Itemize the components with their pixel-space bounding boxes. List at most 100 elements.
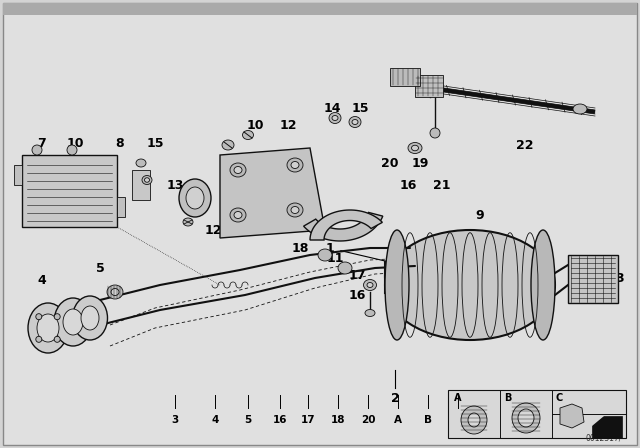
Text: 1: 1 xyxy=(326,241,334,254)
Bar xyxy=(14,165,22,185)
Text: 22: 22 xyxy=(516,138,534,151)
Text: 17: 17 xyxy=(348,268,365,281)
Ellipse shape xyxy=(234,167,242,173)
Text: 0012317/: 0012317/ xyxy=(586,434,622,443)
Text: 11: 11 xyxy=(326,251,344,264)
Ellipse shape xyxy=(349,116,361,128)
Ellipse shape xyxy=(518,409,534,427)
Ellipse shape xyxy=(329,112,341,124)
Ellipse shape xyxy=(72,296,108,340)
Ellipse shape xyxy=(142,176,152,185)
Bar xyxy=(592,416,622,438)
Text: 12: 12 xyxy=(204,224,221,237)
Text: 16: 16 xyxy=(399,178,417,191)
Bar xyxy=(132,170,150,200)
Ellipse shape xyxy=(468,413,480,427)
Ellipse shape xyxy=(111,289,119,296)
Text: 12: 12 xyxy=(279,119,297,132)
Text: 9: 9 xyxy=(476,208,484,221)
Ellipse shape xyxy=(234,211,242,219)
Ellipse shape xyxy=(63,309,83,335)
Circle shape xyxy=(36,314,42,320)
Text: 21: 21 xyxy=(433,178,451,191)
Ellipse shape xyxy=(145,178,150,182)
Ellipse shape xyxy=(186,187,204,209)
Ellipse shape xyxy=(332,116,338,121)
Polygon shape xyxy=(303,212,383,241)
Ellipse shape xyxy=(364,280,376,290)
Ellipse shape xyxy=(365,310,375,316)
Text: 5: 5 xyxy=(244,415,252,425)
Text: 20: 20 xyxy=(381,156,399,169)
Ellipse shape xyxy=(291,161,299,168)
Text: 20: 20 xyxy=(361,415,375,425)
Ellipse shape xyxy=(408,142,422,154)
Ellipse shape xyxy=(461,406,487,434)
Ellipse shape xyxy=(230,163,246,177)
Ellipse shape xyxy=(54,298,92,346)
Text: 18: 18 xyxy=(291,241,308,254)
Text: 14: 14 xyxy=(323,102,340,115)
Ellipse shape xyxy=(81,306,99,330)
Text: 17: 17 xyxy=(301,415,316,425)
Text: 10: 10 xyxy=(67,137,84,150)
Bar xyxy=(448,390,626,438)
Circle shape xyxy=(67,145,77,155)
Ellipse shape xyxy=(37,314,59,342)
Text: 15: 15 xyxy=(351,102,369,115)
Text: 7: 7 xyxy=(38,137,46,150)
Bar xyxy=(415,75,443,97)
Ellipse shape xyxy=(385,230,555,340)
Polygon shape xyxy=(560,404,584,428)
Ellipse shape xyxy=(412,145,419,151)
Text: 5: 5 xyxy=(95,262,104,275)
Text: 6: 6 xyxy=(244,224,252,237)
Polygon shape xyxy=(592,416,604,426)
Text: 4: 4 xyxy=(38,273,46,287)
Ellipse shape xyxy=(222,140,234,150)
Ellipse shape xyxy=(531,230,555,340)
Ellipse shape xyxy=(183,218,193,226)
Text: 2: 2 xyxy=(390,392,399,405)
Text: B: B xyxy=(424,415,432,425)
Text: C: C xyxy=(556,393,563,403)
Ellipse shape xyxy=(385,230,409,340)
Bar xyxy=(390,68,420,86)
Circle shape xyxy=(54,336,60,342)
Text: C: C xyxy=(454,415,462,425)
Ellipse shape xyxy=(136,159,146,167)
Text: 16: 16 xyxy=(273,415,287,425)
Text: A: A xyxy=(394,415,402,425)
Text: A: A xyxy=(454,393,461,403)
Text: B: B xyxy=(504,393,511,403)
Ellipse shape xyxy=(243,130,253,139)
Text: 18: 18 xyxy=(331,415,345,425)
Ellipse shape xyxy=(107,285,123,299)
Text: 19: 19 xyxy=(412,156,429,169)
Ellipse shape xyxy=(179,179,211,217)
Ellipse shape xyxy=(367,283,373,288)
Ellipse shape xyxy=(352,120,358,125)
Bar xyxy=(568,255,618,303)
Ellipse shape xyxy=(287,203,303,217)
Ellipse shape xyxy=(291,207,299,214)
Ellipse shape xyxy=(573,104,587,114)
Text: 13: 13 xyxy=(166,178,184,191)
Ellipse shape xyxy=(28,303,68,353)
Ellipse shape xyxy=(230,208,246,222)
Text: 10: 10 xyxy=(246,119,264,132)
Bar xyxy=(22,155,117,227)
Text: 4: 4 xyxy=(211,415,219,425)
Ellipse shape xyxy=(338,262,352,274)
Text: 15: 15 xyxy=(147,137,164,150)
Text: 16: 16 xyxy=(348,289,365,302)
Circle shape xyxy=(32,145,42,155)
Text: 8: 8 xyxy=(116,137,124,150)
Text: 3: 3 xyxy=(616,271,624,284)
Ellipse shape xyxy=(512,403,540,433)
Circle shape xyxy=(54,314,60,320)
Circle shape xyxy=(430,128,440,138)
Polygon shape xyxy=(220,148,325,238)
Bar xyxy=(117,197,125,217)
Ellipse shape xyxy=(318,249,332,261)
